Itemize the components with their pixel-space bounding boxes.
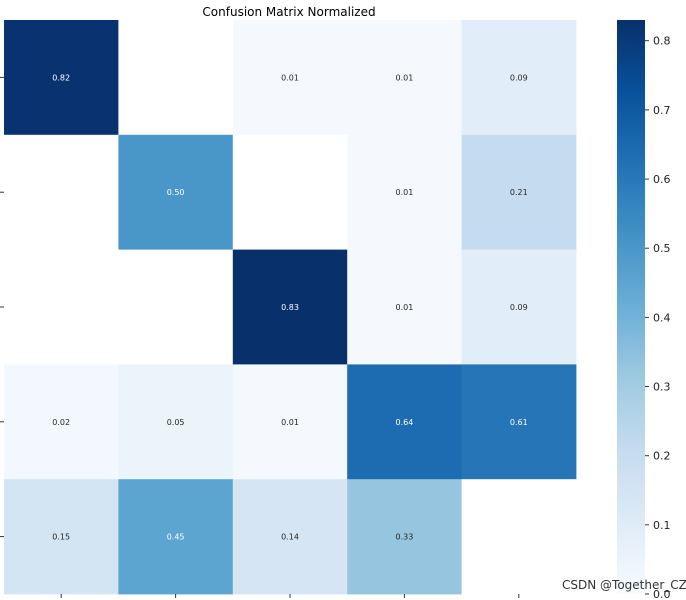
heatmap-cell [461,134,577,250]
cell-value-label: 0.09 [510,73,528,82]
heatmap-cell [118,20,234,136]
cell-value-label: 0.21 [510,188,528,197]
heatmap-cells: 0.82 0.01 0.01 0.09 0.50 0.01 0.21 0.83 0.01 0.09… [4,20,577,595]
colorbar-tick-label: 0.6 [653,173,671,186]
row-ticks [0,76,4,538]
heatmap-cell [347,134,462,250]
heatmap-cell [232,249,348,365]
cell-value-label: 0.61 [510,418,528,427]
cell-value-label: 0.01 [395,188,413,197]
heatmap-cell [232,134,348,250]
heatmap-cell [118,249,234,365]
heatmap-cell [461,249,577,365]
heatmap-cell [461,20,577,136]
heatmap-cell [4,134,119,250]
heatmap-cell [4,479,119,595]
cell-value-label: 0.50 [167,188,185,197]
colorbar-tick-label: 0.1 [653,519,671,532]
colorbar-tick-label: 0.0 [653,588,671,600]
cell-value-label: 0.64 [395,418,413,427]
colorbar-tick-label: 0.5 [653,242,671,255]
cell-value-label: 0.05 [167,418,185,427]
cell-value-label: 0.15 [52,533,70,542]
colorbar-tick-label: 0.3 [653,381,671,394]
cell-value-label: 0.02 [52,418,70,427]
colorbar-tick-label: 0.4 [653,311,671,324]
cell-value-label: 0.14 [281,533,299,542]
cell-value-label: 0.01 [281,73,299,82]
cell-value-label: 0.83 [281,303,299,312]
heatmap-cell [461,479,577,595]
heatmap-cell [347,364,462,480]
cell-value-label: 0.09 [510,303,528,312]
colorbar-tick-label: 0.7 [653,104,671,117]
cell-value-label: 0.82 [52,73,70,82]
chart-title: Confusion Matrix Normalized [202,5,375,19]
heatmap-cell [232,20,348,136]
heatmap-cell [4,249,119,365]
colorbar [617,20,645,594]
heatmap-cell [4,20,119,136]
heatmap-cell [232,479,348,595]
heatmap-cell [4,364,119,480]
heatmap-cell [118,134,234,250]
col-ticks [60,594,520,598]
heatmap-cell [232,364,348,480]
watermark-text: CSDN @Together_CZ [562,578,686,592]
heatmap-cell [347,479,462,595]
colorbar-tick-label: 0.8 [653,35,671,48]
heatmap-cell [347,249,462,365]
heatmap-cell [461,364,577,480]
cell-value-label: 0.33 [395,533,413,542]
cell-value-label: 0.45 [167,533,185,542]
cell-value-label: 0.01 [395,303,413,312]
heatmap-cell [118,479,234,595]
heatmap-cell [347,20,462,136]
heatmap-cell [118,364,234,480]
colorbar-ticks: 0.0 0.1 0.2 0.3 0.4 0.5 0.6 0.7 0.8 [645,35,671,600]
cell-value-label: 0.01 [281,418,299,427]
cell-value-label: 0.01 [395,73,413,82]
colorbar-tick-label: 0.2 [653,450,671,463]
